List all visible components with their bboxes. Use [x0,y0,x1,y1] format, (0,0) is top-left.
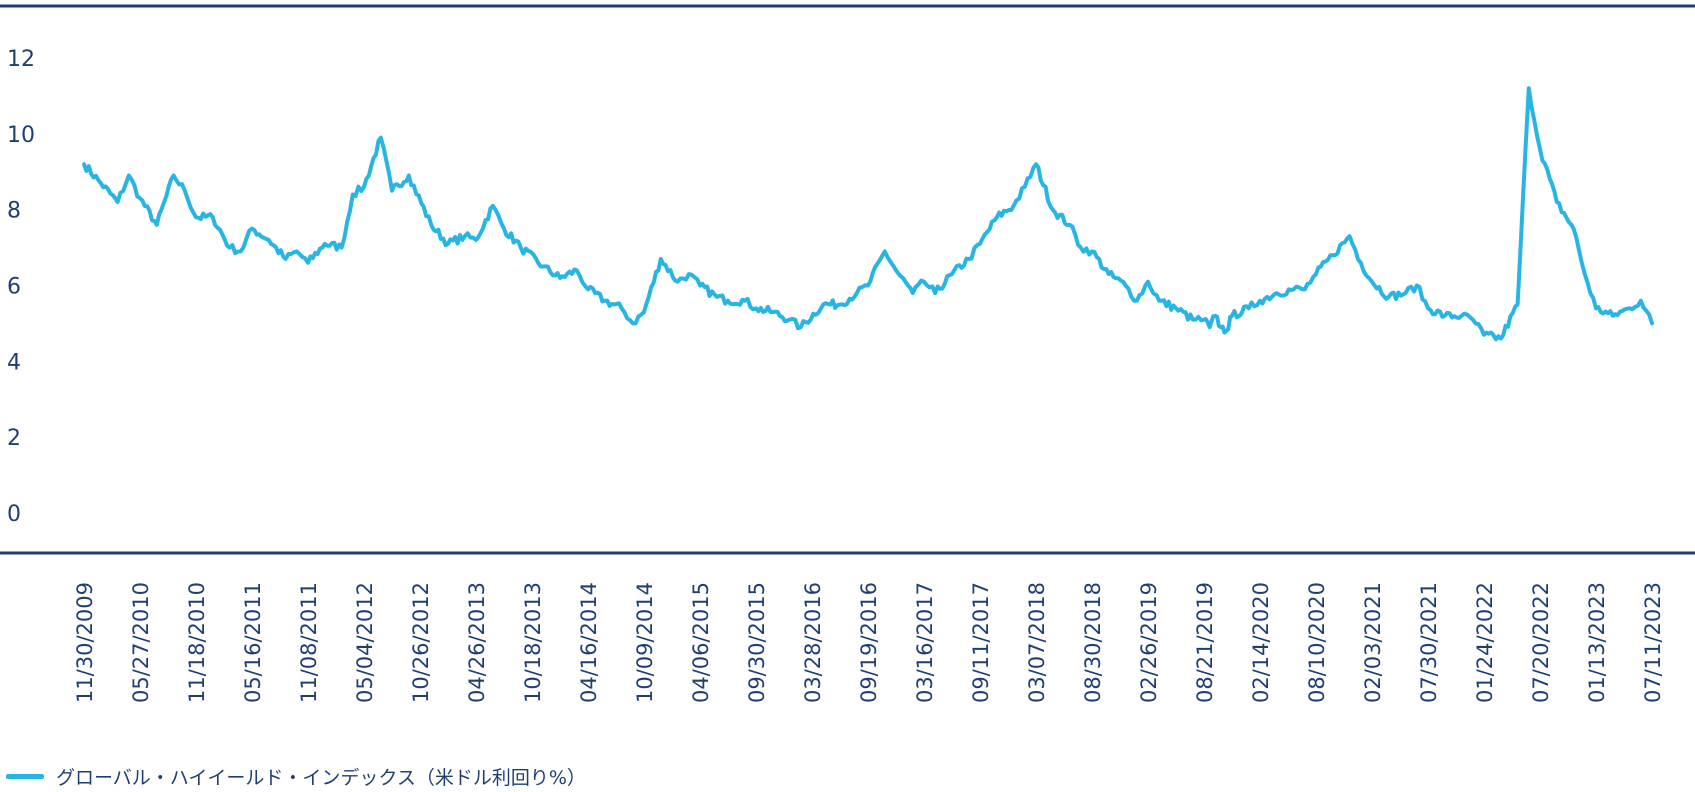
x-tick-label: 07/30/2021 [1417,582,1441,703]
series-line [82,86,1654,342]
x-tick-label: 02/03/2021 [1361,582,1385,703]
legend-swatch [6,773,44,779]
x-tick-label: 10/18/2013 [521,582,545,703]
x-tick-label: 07/20/2022 [1529,582,1553,703]
x-tick-label: 01/24/2022 [1473,582,1497,703]
x-tick-label: 04/26/2013 [465,582,489,703]
x-tick-label: 01/13/2023 [1585,582,1609,703]
x-tick-label: 08/21/2019 [1193,582,1217,703]
x-tick-label: 04/06/2015 [689,582,713,703]
x-tick-label: 09/19/2016 [857,582,881,703]
x-tick-label: 08/10/2020 [1305,582,1329,703]
x-tick-label: 08/30/2018 [1081,582,1105,703]
x-tick-label: 02/26/2019 [1137,582,1161,703]
x-tick-label: 10/26/2012 [409,582,433,703]
series-group [82,86,1654,342]
y-tick-label: 10 [7,123,35,148]
x-tick-label: 02/14/2020 [1249,582,1273,703]
x-axis-ticks: 11/30/2009 05/27/2010 11/18/2010 05/16/2011… [73,582,1665,703]
x-tick-label: 03/28/2016 [801,582,825,703]
y-tick-label: 8 [7,199,21,224]
x-tick-label: 11/08/2011 [297,582,321,703]
y-tick-label: 6 [7,275,21,300]
legend-label: グローバル・ハイイールド・インデックス（米ドル利回り%） [56,766,586,789]
x-tick-label: 09/11/2017 [969,582,993,703]
x-tick-label: 05/16/2011 [241,582,265,703]
x-tick-label: 05/27/2010 [129,582,153,703]
legend: グローバル・ハイイールド・インデックス（米ドル利回り%） [6,762,586,790]
x-tick-label: 07/11/2023 [1641,582,1665,703]
y-tick-label: 12 [7,47,35,72]
x-tick-label: 09/30/2015 [745,582,769,703]
x-tick-label: 11/30/2009 [73,582,97,703]
y-tick-label: 2 [7,426,21,451]
x-tick-label: 05/04/2012 [353,582,377,703]
y-tick-label: 4 [7,350,21,375]
y-tick-label: 0 [7,502,21,527]
x-tick-label: 03/07/2018 [1025,582,1049,703]
x-tick-label: 11/18/2010 [185,582,209,703]
x-tick-label: 04/16/2014 [577,582,601,703]
x-tick-label: 03/16/2017 [913,582,937,703]
y-axis-ticks: 0 2 4 6 8 10 12 [7,47,35,527]
x-tick-label: 10/09/2014 [633,582,657,703]
